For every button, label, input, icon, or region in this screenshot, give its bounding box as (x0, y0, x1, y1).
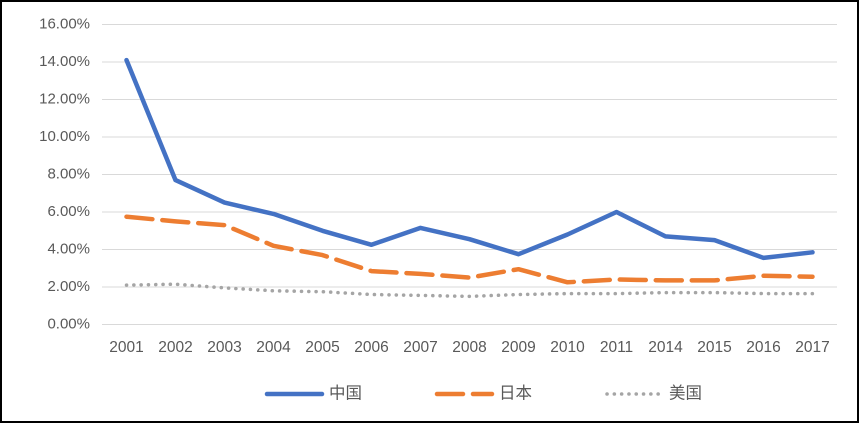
y-tick-label: 4.00% (47, 240, 90, 257)
x-tick-label: 2005 (305, 339, 339, 356)
x-tick-label: 2015 (697, 339, 731, 356)
legend-item: 美国 (605, 383, 702, 402)
x-tick-label: 2001 (109, 339, 143, 356)
x-tick-label: 2004 (256, 339, 291, 356)
legend-item: 日本 (434, 383, 532, 402)
y-tick-label: 2.00% (47, 278, 90, 295)
legend-item: 中国 (264, 383, 362, 402)
x-tick-label: 2009 (501, 339, 535, 356)
series-line-2 (124, 282, 815, 299)
x-tick-label: 2011 (600, 339, 633, 356)
legend-label: 中国 (329, 383, 362, 402)
x-tick-label: 2007 (403, 339, 437, 356)
y-tick-label: 8.00% (47, 165, 90, 182)
x-tick-label: 2010 (550, 339, 585, 356)
x-tick-label: 2002 (158, 339, 192, 356)
x-tick-label: 2008 (452, 339, 486, 356)
legend-label: 美国 (669, 383, 702, 402)
y-tick-label: 0.00% (47, 315, 90, 332)
x-tick-label: 2003 (207, 339, 241, 356)
x-tick-label: 2017 (795, 339, 829, 356)
x-tick-label: 2014 (648, 339, 683, 356)
x-tick-label: 2016 (746, 339, 780, 356)
x-tick-label: 2006 (354, 339, 388, 356)
y-tick-label: 10.00% (39, 128, 90, 145)
y-tick-label: 16.00% (39, 15, 90, 32)
y-tick-label: 12.00% (39, 90, 90, 107)
y-tick-label: 6.00% (47, 203, 90, 220)
legend-label: 日本 (499, 383, 532, 402)
series-line-0 (124, 57, 815, 261)
y-tick-label: 14.00% (39, 53, 90, 70)
series-line-1 (124, 214, 815, 285)
